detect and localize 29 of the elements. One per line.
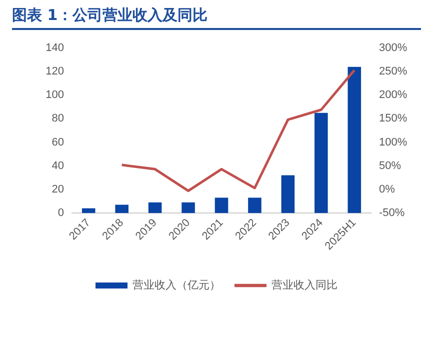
y2-tick-label: 150% [379, 112, 408, 125]
bar [248, 198, 262, 213]
y-tick-label: 100 [46, 89, 64, 102]
bar [182, 202, 195, 213]
y2-tick-label: 250% [379, 66, 408, 78]
y2-tick-label: 300% [379, 42, 408, 54]
y2-tick-label: -50% [379, 207, 405, 219]
legend-label: 营业收入同比 [272, 278, 338, 292]
bar [348, 66, 362, 213]
y-tick-label: 140 [46, 42, 64, 54]
y2-tick-label: 100% [379, 136, 408, 148]
y-tick-label: 0 [58, 207, 64, 219]
y2-tick-label: 50% [379, 160, 402, 172]
bar [115, 204, 128, 213]
y-tick-label: 40 [52, 160, 64, 172]
y2-tick-label: 200% [379, 89, 408, 102]
y-tick-label: 120 [46, 66, 64, 78]
bar [314, 112, 328, 213]
y2-tick-label: 0% [379, 183, 396, 196]
bar [214, 198, 228, 213]
line-series [120, 68, 356, 192]
y-tick-label: 20 [52, 183, 64, 196]
y-tick-label: 60 [52, 136, 64, 148]
y-tick-label: 80 [52, 112, 64, 125]
bar [148, 202, 162, 213]
bar [82, 208, 96, 213]
chart-title: 图表 1：公司营业收入及同比 [12, 6, 421, 30]
bar [281, 175, 295, 213]
legend-label: 营业收入（亿元） [132, 278, 220, 292]
